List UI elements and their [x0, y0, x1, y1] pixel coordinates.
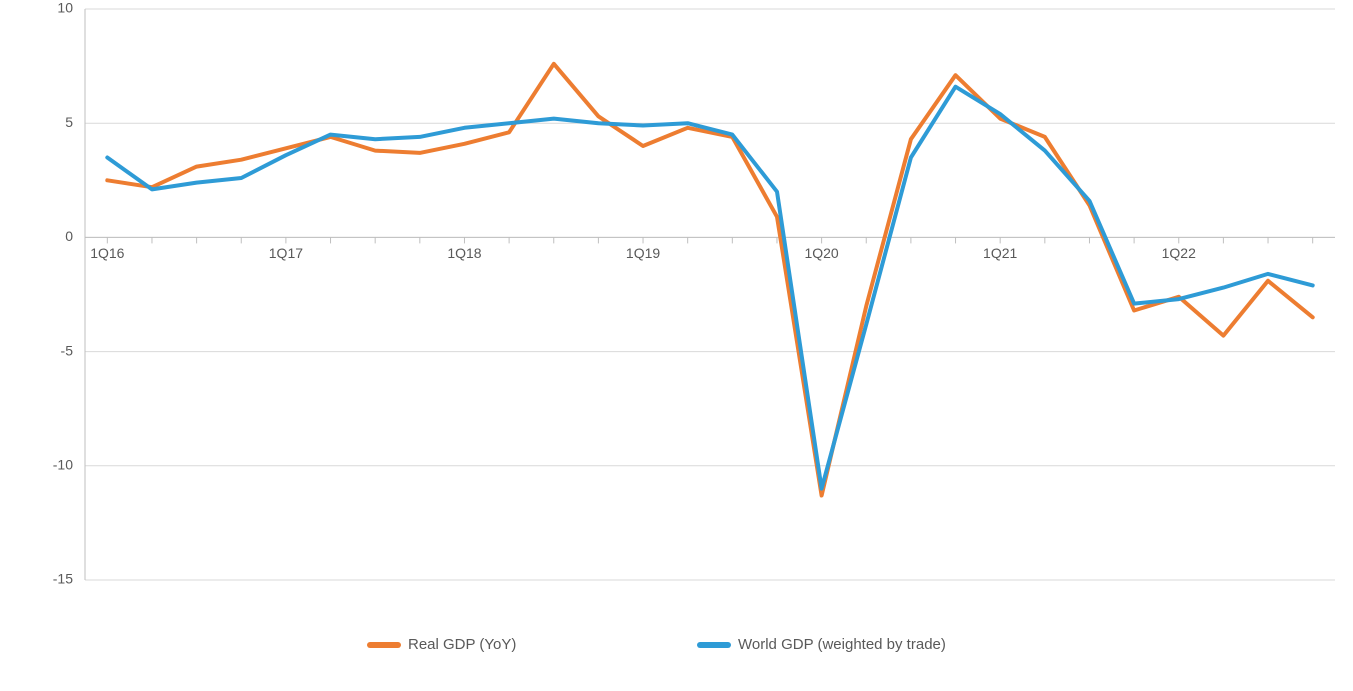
y-axis-tick-label: -5	[61, 342, 74, 358]
x-axis-tick-label: 1Q20	[804, 245, 838, 261]
x-axis-tick-label: 1Q21	[983, 245, 1017, 261]
y-axis-tick-label: -10	[53, 457, 73, 473]
x-axis-tick-label: 1Q16	[90, 245, 124, 261]
x-axis-tick-label: 1Q22	[1162, 245, 1196, 261]
y-axis-tick-label: 5	[65, 114, 73, 130]
legend-label-real_gdp: Real GDP (YoY)	[408, 636, 516, 653]
x-axis-tick-label: 1Q17	[269, 245, 303, 261]
chart-container: -15 -10 -5 0 5 10 1Q16 1Q17 1Q18 1Q19 1Q20 1Q21 1Q22…	[0, 0, 1353, 691]
x-axis-tick-label: 1Q19	[626, 245, 660, 261]
x-axis-tick-label: 1Q18	[447, 245, 481, 261]
line-chart: -15 -10 -5 0 5 10 1Q16 1Q17 1Q18 1Q19 1Q20 1Q21 1Q22…	[0, 0, 1353, 691]
y-axis-tick-label: -15	[53, 571, 73, 587]
legend-label-world_gdp: World GDP (weighted by trade)	[738, 636, 946, 653]
y-axis-tick-label: 10	[57, 0, 73, 16]
y-axis-tick-label: 0	[65, 228, 73, 244]
